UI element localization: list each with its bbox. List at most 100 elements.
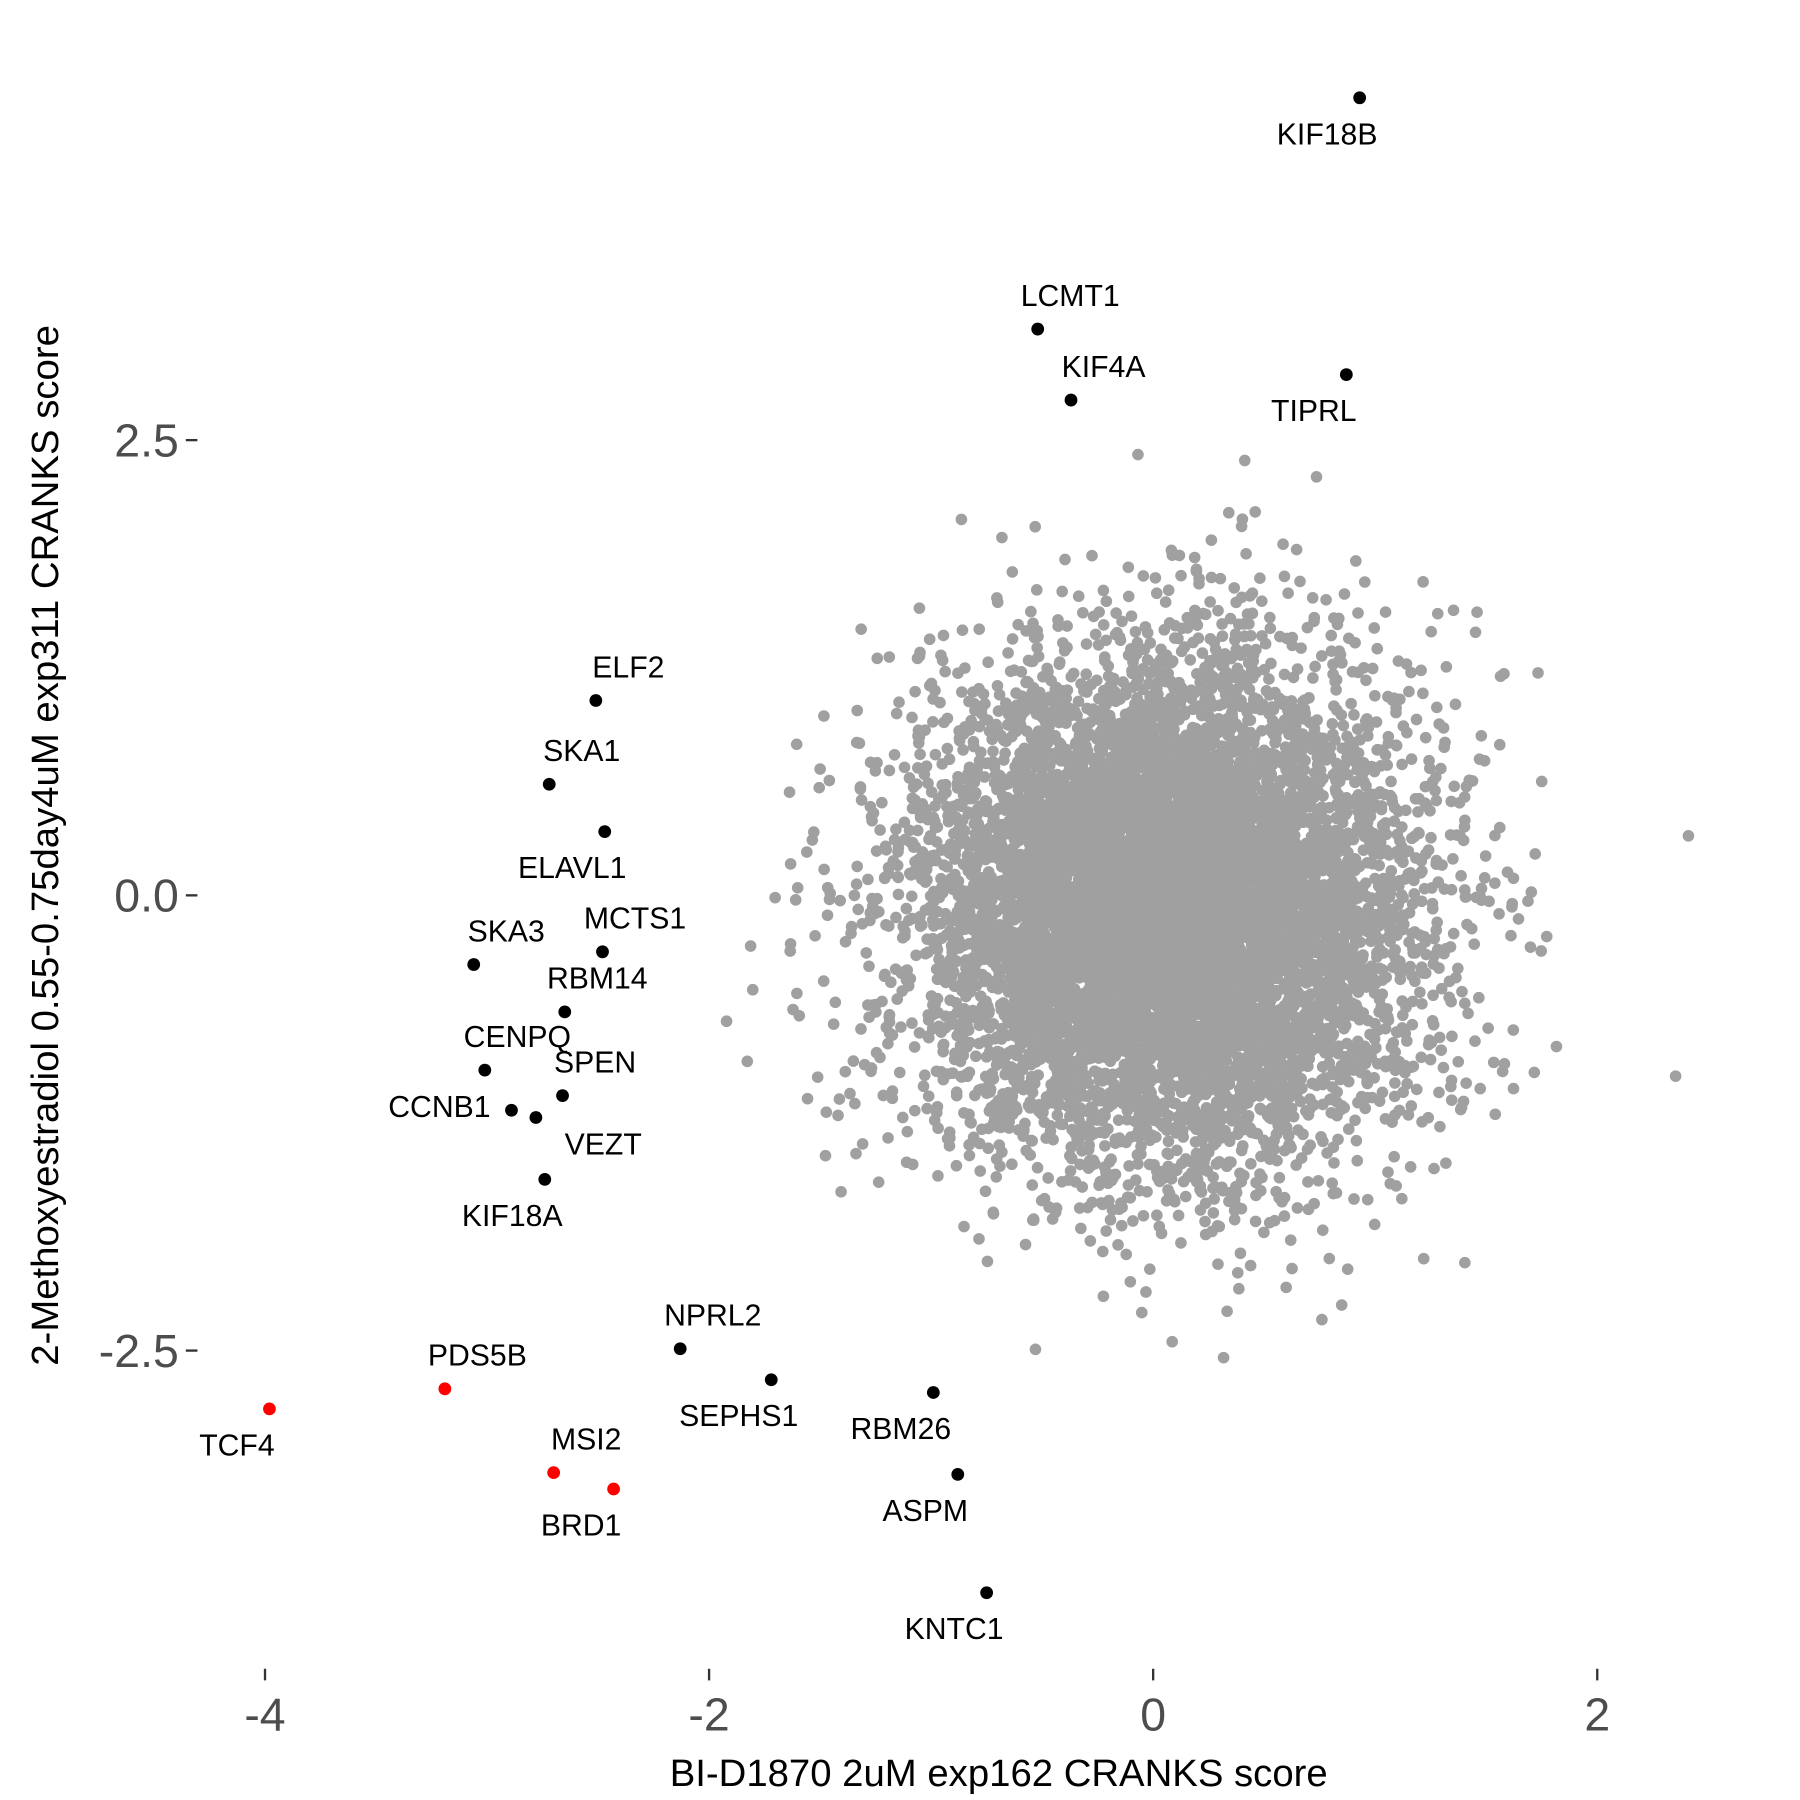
background-point [1097, 1290, 1110, 1303]
background-point [1366, 1091, 1378, 1104]
background-point [895, 1021, 907, 1033]
background-point [1290, 1159, 1302, 1171]
background-point [1061, 684, 1074, 696]
background-point [1031, 641, 1043, 654]
background-point [1129, 625, 1142, 638]
background-point [1255, 725, 1268, 737]
background-point [893, 1066, 906, 1079]
background-point [1389, 1077, 1401, 1089]
background-points [720, 448, 1695, 1364]
background-point [909, 685, 921, 698]
background-point [982, 656, 994, 669]
background-point [1196, 647, 1209, 659]
background-point [1097, 584, 1110, 597]
background-point [1456, 985, 1468, 998]
background-point [1404, 1161, 1417, 1173]
background-point [769, 891, 781, 904]
background-point [1137, 570, 1150, 582]
background-point [1437, 1061, 1450, 1074]
background-point [1368, 622, 1381, 634]
background-point [1310, 471, 1323, 483]
background-point [1105, 1153, 1117, 1166]
background-point [1162, 584, 1175, 597]
background-point [1327, 1065, 1340, 1078]
background-point [1307, 672, 1319, 684]
background-point [832, 1109, 844, 1122]
background-point [1338, 1022, 1350, 1035]
background-point [996, 531, 1008, 544]
background-point [1184, 654, 1197, 666]
background-point [1247, 737, 1260, 749]
background-point [1122, 590, 1135, 603]
background-point [854, 781, 867, 793]
background-point [784, 945, 797, 957]
background-point [1294, 575, 1306, 588]
background-point [860, 947, 873, 959]
background-point [930, 836, 943, 848]
background-point [1415, 1051, 1428, 1064]
background-point [1019, 1238, 1032, 1251]
background-point [1109, 695, 1122, 708]
background-point [1243, 683, 1256, 696]
background-point [981, 1255, 994, 1268]
background-point [850, 878, 863, 890]
background-point [1144, 1263, 1156, 1275]
background-point [1337, 719, 1350, 732]
background-point [1140, 1286, 1152, 1298]
background-point [1405, 753, 1418, 765]
background-point [1352, 607, 1364, 619]
background-point [1403, 685, 1415, 698]
background-point [958, 1107, 970, 1119]
background-point [970, 1050, 982, 1063]
background-point [925, 786, 938, 798]
background-point [1238, 454, 1251, 467]
background-point [1112, 1114, 1125, 1126]
background-point [1350, 555, 1362, 567]
background-point [1199, 1215, 1211, 1228]
background-point [939, 665, 951, 678]
background-point [1240, 548, 1252, 560]
background-point [1478, 872, 1491, 884]
background-point [906, 1017, 918, 1029]
background-point [1132, 1158, 1144, 1170]
background-point [851, 704, 864, 717]
background-point [1328, 1157, 1340, 1169]
background-point [1338, 588, 1351, 600]
background-point [1264, 622, 1277, 635]
background-point [987, 745, 999, 758]
background-point [888, 748, 901, 761]
background-point [1052, 614, 1064, 626]
background-point [1122, 561, 1135, 574]
background-point [1166, 1335, 1178, 1348]
background-point [863, 1011, 875, 1024]
background-point [1278, 570, 1291, 583]
background-point [1132, 448, 1144, 461]
background-point [1135, 1306, 1148, 1319]
background-point [1431, 607, 1444, 620]
background-point [892, 888, 905, 901]
background-point [1371, 975, 1383, 988]
background-point [1006, 566, 1019, 578]
background-point [1417, 1252, 1430, 1265]
background-point [1175, 569, 1187, 582]
background-point [1093, 1179, 1105, 1192]
background-point [1084, 1235, 1097, 1247]
background-point [1277, 538, 1289, 550]
background-point [1280, 1281, 1292, 1294]
background-point [1235, 1144, 1248, 1157]
background-point [1669, 1070, 1682, 1082]
background-point [1408, 888, 1421, 900]
background-point [918, 768, 931, 781]
background-point [1306, 592, 1319, 604]
background-point [839, 1065, 852, 1078]
background-point [906, 711, 918, 724]
background-point [1460, 780, 1473, 793]
background-point [1258, 1226, 1270, 1239]
background-point [874, 824, 886, 836]
background-point [1212, 604, 1224, 617]
background-point [871, 652, 884, 665]
background-point [1233, 1282, 1245, 1295]
background-point [1110, 607, 1122, 619]
background-point [1120, 1248, 1133, 1261]
